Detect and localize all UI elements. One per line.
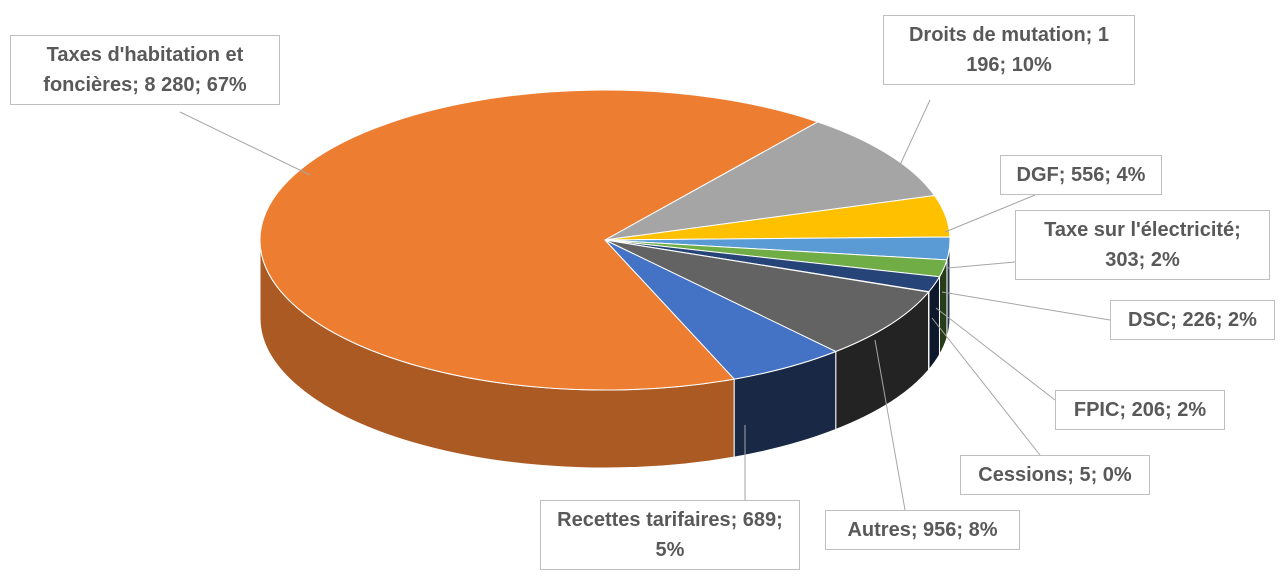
data-label: DGF; 556; 4% <box>1000 155 1162 195</box>
leader-line <box>899 99 931 166</box>
data-label: Recettes tarifaires; 689; 5% <box>540 500 800 570</box>
data-label: Autres; 956; 8% <box>825 510 1020 550</box>
data-label: DSC; 226; 2% <box>1110 300 1275 340</box>
pie-side <box>928 274 940 372</box>
data-label: Taxe sur l'électricité; 303; 2% <box>1015 210 1270 280</box>
leader-line <box>947 261 1016 269</box>
pie-slice <box>604 239 930 353</box>
leader-line <box>179 111 311 176</box>
data-label: FPIC; 206; 2% <box>1055 390 1225 430</box>
leader-line <box>944 194 1036 233</box>
leader-line <box>935 307 1056 401</box>
data-label: Taxes d'habitation et foncières; 8 280; … <box>10 35 280 105</box>
pie-slice <box>604 239 837 380</box>
pie-slice <box>604 121 936 241</box>
leader-line <box>874 339 906 511</box>
leader-line <box>931 317 1041 456</box>
data-label: Cessions; 5; 0% <box>960 455 1150 495</box>
leader-line <box>941 291 1111 321</box>
data-label: Droits de mutation; 1 196; 10% <box>883 15 1135 85</box>
pie-slice <box>259 89 819 391</box>
